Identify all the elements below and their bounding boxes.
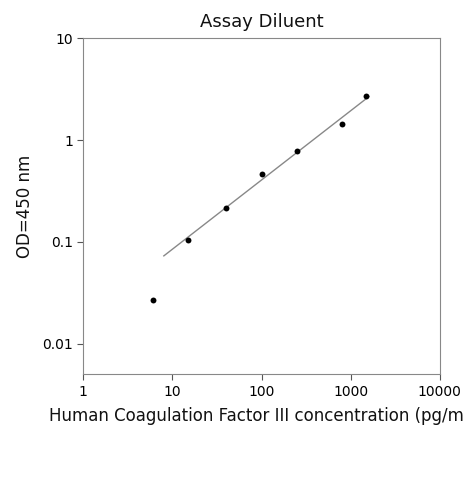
Point [149, 296, 156, 304]
Point [338, 120, 346, 128]
Y-axis label: OD=450 nm: OD=450 nm [16, 155, 34, 258]
Title: Assay Diluent: Assay Diluent [200, 13, 324, 31]
Point [294, 147, 301, 155]
Point [258, 170, 265, 178]
Point [363, 93, 370, 100]
X-axis label: Human Coagulation Factor III concentration (pg/ml): Human Coagulation Factor III concentrati… [49, 407, 463, 425]
Point [222, 204, 230, 212]
Point [184, 236, 192, 244]
